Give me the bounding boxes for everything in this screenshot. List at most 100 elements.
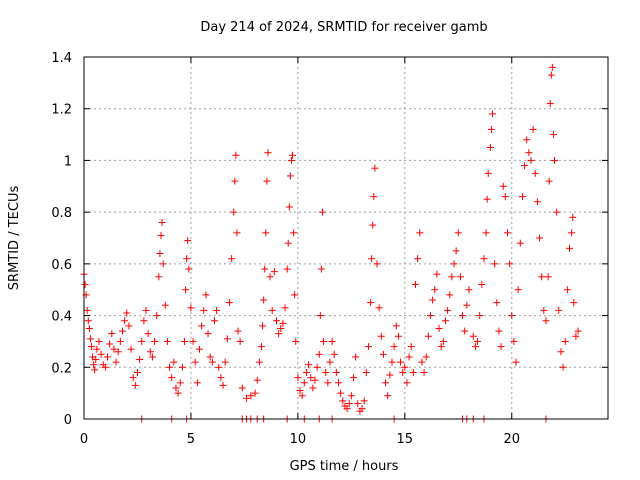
data-point [142,306,150,314]
data-point [259,322,267,330]
data-point [416,229,424,237]
data-point [163,337,171,345]
data-point [452,247,460,255]
data-point [529,125,537,133]
data-point [166,363,174,371]
data-point [93,345,101,353]
data-point [144,330,152,338]
data-point [352,353,360,361]
data-point [461,327,469,335]
data-point [204,330,212,338]
data-point [285,203,293,211]
data-point [506,260,514,268]
data-point [202,291,210,299]
data-point [339,397,347,405]
data-point [260,296,268,304]
data-point [275,330,283,338]
data-point [563,286,571,294]
data-point [384,392,392,400]
data-point [195,345,203,353]
data-point [230,208,238,216]
data-point [525,149,533,157]
data-point [491,260,499,268]
data-point [533,198,541,206]
data-point [311,376,319,384]
data-point [287,156,295,164]
data-point [153,312,161,320]
x-tick-label: 0 [80,432,88,447]
data-point [234,327,242,335]
data-point [545,177,553,185]
data-point [151,337,159,345]
data-point [337,389,345,397]
data-point [114,348,122,356]
data-point [548,63,556,71]
data-point [399,368,407,376]
data-point [330,350,338,358]
data-point [219,381,227,389]
data-point [182,286,190,294]
data-point [97,350,105,358]
data-point [388,358,396,366]
data-point [161,301,169,309]
data-point [178,363,186,371]
data-point [208,358,216,366]
data-point [429,296,437,304]
data-point [317,265,325,273]
data-point [386,371,394,379]
data-point [157,231,165,239]
data-point [320,337,328,345]
data-point [101,363,109,371]
chart-title: Day 214 of 2024, SRMTID for receiver gam… [200,20,487,35]
data-point [170,358,178,366]
data-point [483,195,491,203]
data-point [174,389,182,397]
data-point [570,299,578,307]
data-point [225,299,233,307]
data-point [268,306,276,314]
data-point [86,335,94,343]
x-tick-label: 15 [397,432,414,447]
data-point [110,345,118,353]
data-point [499,182,507,190]
data-point [463,301,471,309]
data-point [255,358,263,366]
data-point [81,281,89,289]
data-point [405,353,413,361]
data-point [296,387,304,395]
data-point [168,374,176,382]
data-point [497,343,505,351]
data-point [514,286,522,294]
y-tick-label: 1.4 [51,51,72,66]
data-points [80,63,582,423]
data-point [433,270,441,278]
data-point [232,151,240,159]
data-point [390,343,398,351]
data-point [91,366,99,374]
data-point [85,325,93,332]
data-point [217,374,225,382]
data-point [213,306,221,314]
data-point [298,392,306,400]
data-point [420,368,428,376]
data-point [547,71,555,79]
y-tick-label: 1.2 [51,103,72,118]
data-point [264,149,272,157]
data-point [223,335,231,343]
data-point [148,353,156,361]
x-tick-label: 5 [187,432,195,447]
data-point [277,325,285,332]
y-tick-label: 0.4 [51,310,72,325]
data-point [253,376,261,384]
data-point [184,237,192,245]
data-point [401,363,409,371]
data-point [136,356,144,364]
data-point [305,361,313,369]
data-point [155,273,163,281]
data-point [108,330,116,338]
y-tick-label: 0.2 [51,361,72,376]
data-point [501,193,509,201]
data-point [283,265,291,273]
data-point [482,229,490,237]
